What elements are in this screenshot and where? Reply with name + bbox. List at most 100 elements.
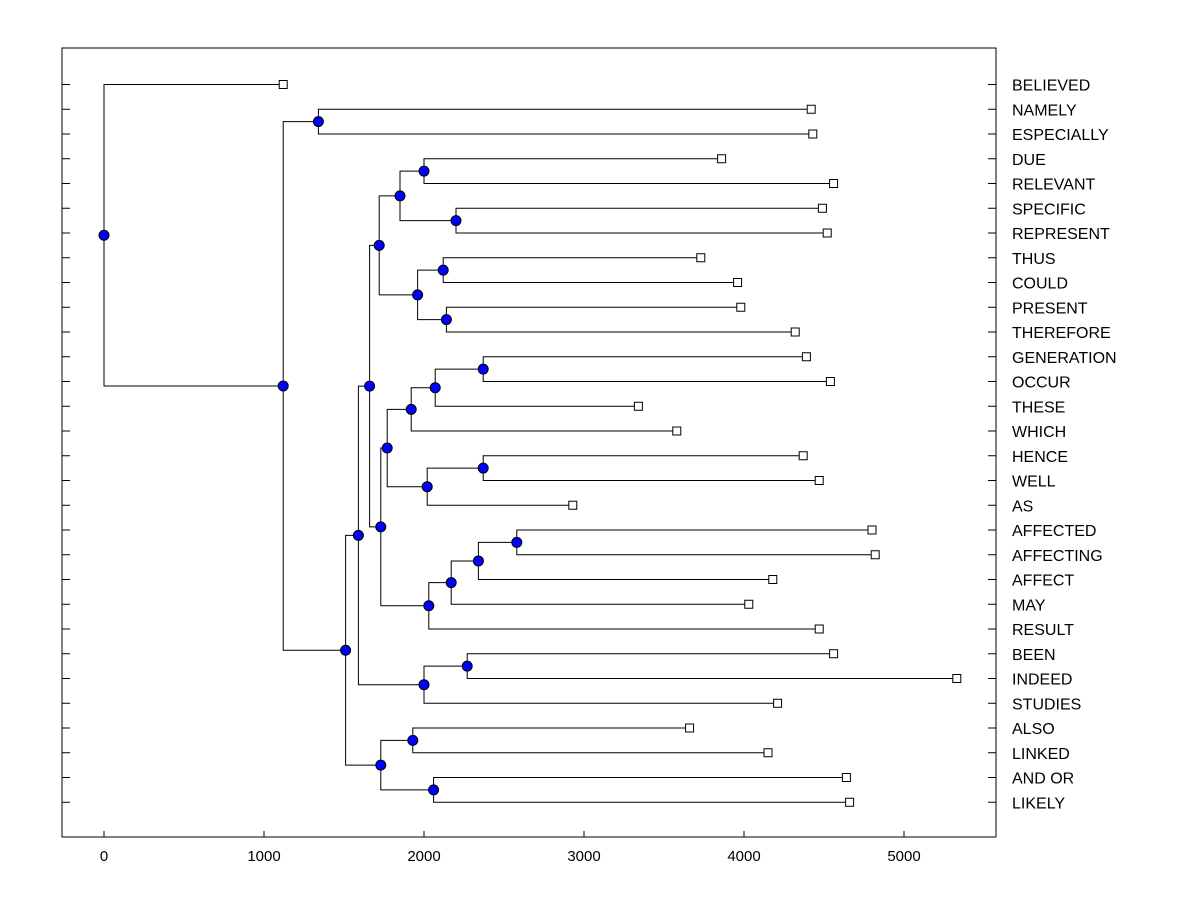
node-marker-n18 <box>423 600 435 612</box>
leaf-marker-present <box>736 302 746 312</box>
x-tick-label-4000: 4000 <box>727 848 760 865</box>
leaf-label-been: BEEN <box>1012 647 1056 664</box>
branch-n17 <box>450 560 749 605</box>
leaf-label-generation: GENERATION <box>1012 350 1117 367</box>
branch-n16 <box>477 541 773 580</box>
node-marker-n13 <box>421 481 433 493</box>
node-marker-n3 <box>450 215 462 227</box>
node-marker-n11 <box>405 403 417 415</box>
leaf-marker-and-or <box>841 773 851 782</box>
leaf-marker-as <box>568 500 578 510</box>
leaf-label-thus: THUS <box>1012 251 1056 268</box>
leaf-marker-occur <box>825 377 835 386</box>
node-marker-n25 <box>428 784 440 796</box>
x-tick-label-0: 0 <box>100 848 108 865</box>
leaf-marker-also <box>685 723 695 733</box>
leaf-marker-affect <box>768 575 778 584</box>
branch-n25 <box>433 777 850 803</box>
leaf-label-affected: AFFECTED <box>1012 523 1096 540</box>
leaf-marker-linked <box>763 748 773 758</box>
leaf-labels: BELIEVED NAMELY ESPECIALLY DUE RELEVANT SPECI… <box>1012 78 1117 813</box>
node-marker-n27 <box>340 644 352 656</box>
node-marker-n29 <box>98 229 110 241</box>
leaf-marker-been <box>829 649 839 659</box>
leaf-marker-could <box>733 278 743 287</box>
node-marker-n5 <box>437 264 449 276</box>
branch-n24 <box>412 727 768 754</box>
x-tick-label-2000: 2000 <box>407 848 440 865</box>
plot-frame <box>61 47 997 838</box>
node-marker-n1 <box>312 116 324 128</box>
leaf-label-affecting: AFFECTING <box>1012 548 1103 565</box>
y-axis-ticks <box>62 84 996 803</box>
node-marker-n2 <box>418 165 430 177</box>
leaf-label-linked: LINKED <box>1012 746 1070 763</box>
leaf-label-specific: SPECIFIC <box>1012 201 1086 218</box>
leaf-marker-affected <box>867 525 877 535</box>
leaf-label-relevant: RELEVANT <box>1012 177 1096 194</box>
node-marker-n23 <box>352 529 364 541</box>
branch-n15 <box>516 529 876 556</box>
leaf-marker-believed <box>278 80 288 89</box>
node-marker-n10 <box>429 382 441 394</box>
leaf-marker-due <box>717 154 727 164</box>
node-marker-n6 <box>440 314 452 326</box>
leaf-label-affect: AFFECT <box>1012 573 1074 590</box>
leaf-label-represent: REPRESENT <box>1012 226 1110 243</box>
branch-n12 <box>482 455 820 481</box>
branch-n8 <box>378 195 418 296</box>
leaf-marker-well <box>814 476 824 485</box>
branch-links <box>103 84 957 803</box>
branch-n1 <box>317 108 813 135</box>
branch-n2 <box>423 158 834 184</box>
branch-n9 <box>482 356 831 382</box>
leaf-label-result: RESULT <box>1012 622 1074 639</box>
branch-n14 <box>386 408 428 488</box>
leaf-marker-may <box>744 599 754 609</box>
leaf-label-as: AS <box>1012 498 1033 515</box>
node-marker-n24 <box>407 734 419 746</box>
leaf-label-which: WHICH <box>1012 424 1066 441</box>
node-marker-n16 <box>472 555 484 567</box>
branch-n19 <box>380 447 429 607</box>
leaf-label-especially: ESPECIALLY <box>1012 127 1109 144</box>
x-tick-label-5000: 5000 <box>887 848 920 865</box>
node-marker-n28 <box>277 380 289 392</box>
leaf-marker-affecting <box>870 550 880 560</box>
branch-n26 <box>380 739 434 791</box>
branch-n21 <box>466 653 957 679</box>
leaf-markers <box>278 80 962 807</box>
leaf-label-could: COULD <box>1012 276 1068 293</box>
node-marker-n8 <box>373 239 385 251</box>
leaf-label-believed: BELIEVED <box>1012 78 1090 95</box>
branch-n5 <box>442 257 738 283</box>
branch-n4 <box>399 170 456 222</box>
x-axis: 0 1000 2000 3000 4000 5000 <box>100 831 921 865</box>
leaf-label-well: WELL <box>1012 474 1056 491</box>
leaf-marker-likely <box>845 797 855 807</box>
leaf-marker-generation <box>801 352 811 362</box>
x-tick-label-1000: 1000 <box>247 848 280 865</box>
leaf-label-present: PRESENT <box>1012 300 1088 317</box>
leaf-label-studies: STUDIES <box>1012 696 1081 713</box>
branch-n28 <box>282 121 346 651</box>
leaf-marker-indeed <box>952 674 962 683</box>
node-marker-n22 <box>418 679 430 691</box>
x-tick-label-3000: 3000 <box>567 848 600 865</box>
leaf-label-indeed: INDEED <box>1012 672 1072 689</box>
leaf-marker-therefore <box>790 327 800 337</box>
leaf-label-hence: HENCE <box>1012 449 1068 466</box>
leaf-marker-thus <box>696 253 706 263</box>
leaf-label-and-or: AND OR <box>1012 771 1074 788</box>
leaf-marker-specific <box>817 203 827 213</box>
leaf-label-also: ALSO <box>1012 721 1055 738</box>
leaf-marker-these <box>633 401 643 411</box>
leaf-marker-studies <box>773 698 783 708</box>
node-marker-n20 <box>364 380 376 392</box>
node-marker-n7 <box>412 289 424 301</box>
branch-n13 <box>426 467 573 506</box>
leaf-marker-namely <box>806 104 816 114</box>
branch-n22 <box>423 665 778 704</box>
leaf-marker-result <box>814 624 824 634</box>
